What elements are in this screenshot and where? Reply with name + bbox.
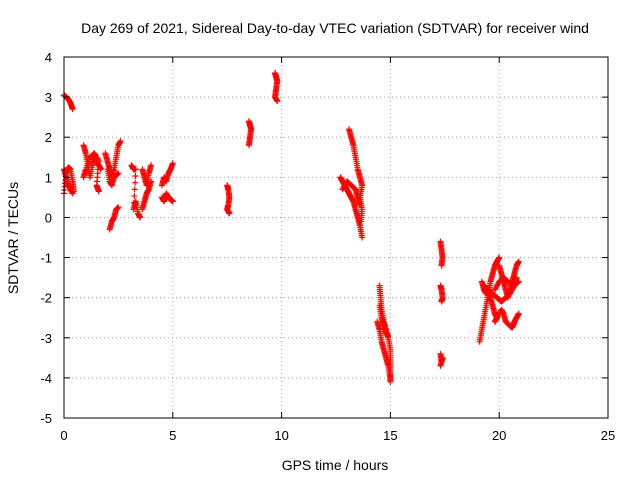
- data-point: [117, 138, 124, 145]
- data-point: [512, 275, 519, 282]
- data-point: [515, 258, 522, 265]
- y-tick-label: 3: [45, 90, 52, 105]
- y-tick-label: 4: [45, 50, 52, 65]
- data-point: [131, 193, 138, 200]
- data-point: [496, 254, 503, 261]
- x-tick-label: 20: [492, 428, 506, 443]
- data-point: [437, 362, 444, 369]
- y-tick-label: -1: [40, 251, 52, 266]
- data-point: [245, 142, 252, 149]
- data-point: [137, 214, 144, 221]
- y-tick-label: -5: [40, 411, 52, 426]
- grid: [64, 57, 608, 418]
- y-tick-label: -4: [40, 371, 52, 386]
- data-point: [114, 170, 121, 177]
- data-point: [358, 218, 365, 225]
- data-point: [95, 188, 102, 195]
- data-point: [274, 98, 281, 105]
- data-point: [132, 166, 139, 173]
- y-axis-title: SDTVAR / TECUs: [5, 182, 21, 294]
- data-point: [131, 186, 138, 193]
- x-tick-label: 25: [601, 428, 615, 443]
- axis-ticks: 0 5 10 15 20 25 -5 -4 -3 -2 -1 0 1 2 3 4: [40, 50, 615, 443]
- data-point: [115, 170, 122, 177]
- data-point: [148, 162, 155, 169]
- data-point: [132, 172, 139, 179]
- plot-frame: [63, 56, 609, 419]
- data-point: [148, 178, 155, 185]
- data-point: [226, 210, 233, 217]
- data-point: [438, 298, 445, 305]
- data-point: [69, 106, 76, 113]
- x-tick-label: 0: [60, 428, 67, 443]
- x-axis-title: GPS time / hours: [282, 457, 389, 473]
- plot-area: [61, 70, 522, 385]
- data-point: [132, 179, 139, 186]
- y-tick-label: 1: [45, 170, 52, 185]
- data-point: [387, 374, 394, 381]
- data-point: [359, 234, 366, 241]
- data-point: [169, 160, 176, 167]
- data-point: [513, 274, 520, 281]
- x-tick-label: 10: [274, 428, 288, 443]
- x-tick-label: 5: [169, 428, 176, 443]
- y-tick-label: -2: [40, 291, 52, 306]
- y-tick-label: -3: [40, 331, 52, 346]
- data-point: [69, 190, 76, 197]
- data-point: [95, 156, 102, 163]
- data-point: [356, 202, 363, 209]
- data-point: [438, 262, 445, 269]
- y-tick-label: 0: [45, 210, 52, 225]
- data-point: [115, 204, 122, 211]
- x-tick-label: 15: [383, 428, 397, 443]
- chart-title: Day 269 of 2021, Sidereal Day-to-day VTE…: [81, 20, 589, 36]
- data-point: [169, 198, 176, 205]
- data-point: [515, 310, 522, 317]
- data-point: [385, 332, 392, 339]
- y-tick-label: 2: [45, 130, 52, 145]
